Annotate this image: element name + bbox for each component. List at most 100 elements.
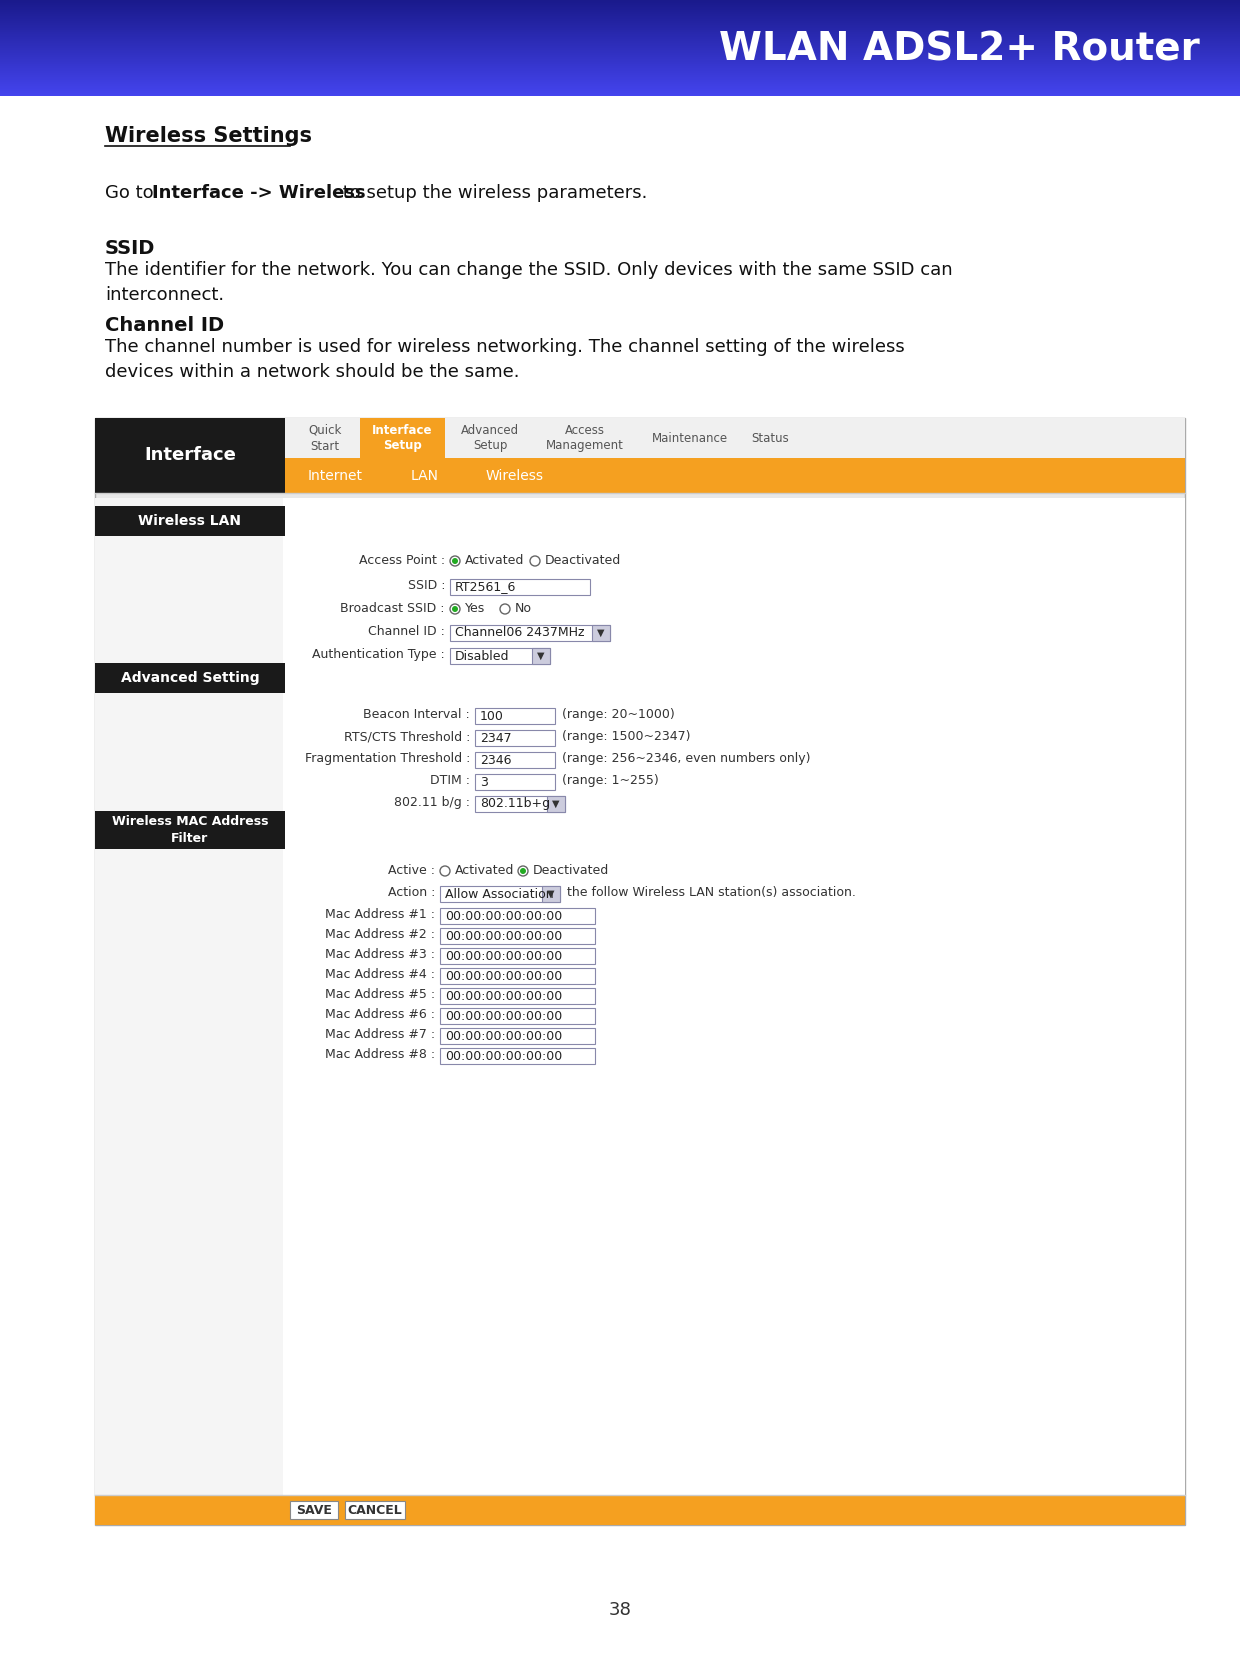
Text: DTIM :: DTIM : xyxy=(430,773,470,787)
Text: 2347: 2347 xyxy=(480,731,512,745)
Text: Deactivated: Deactivated xyxy=(533,863,609,877)
Text: 802.11b+g: 802.11b+g xyxy=(480,798,551,810)
Text: Broadcast SSID :: Broadcast SSID : xyxy=(341,601,445,615)
Text: Wireless: Wireless xyxy=(486,469,544,483)
Text: ▼: ▼ xyxy=(537,651,544,661)
Text: (range: 256~2346, even numbers only): (range: 256~2346, even numbers only) xyxy=(562,752,811,765)
Text: Action :: Action : xyxy=(388,887,435,898)
Bar xyxy=(95,498,1185,1525)
Text: ▼: ▼ xyxy=(598,628,605,638)
Bar xyxy=(95,812,285,848)
Bar xyxy=(440,989,595,1004)
Circle shape xyxy=(440,867,450,877)
Text: Channel ID :: Channel ID : xyxy=(368,625,445,638)
Text: Allow Association: Allow Association xyxy=(445,887,553,900)
Text: RT2561_6: RT2561_6 xyxy=(455,581,516,593)
Bar xyxy=(450,579,590,595)
Text: ▼: ▼ xyxy=(547,888,554,898)
Text: (range: 1500~2347): (range: 1500~2347) xyxy=(562,730,691,743)
Text: Yes: Yes xyxy=(465,601,485,615)
Text: 00:00:00:00:00:00: 00:00:00:00:00:00 xyxy=(445,1009,562,1022)
Circle shape xyxy=(529,556,539,566)
Text: Fragmentation Threshold :: Fragmentation Threshold : xyxy=(305,752,470,765)
Bar xyxy=(440,1049,595,1064)
Text: 802.11 b/g :: 802.11 b/g : xyxy=(394,797,470,808)
Text: RTS/CTS Threshold :: RTS/CTS Threshold : xyxy=(343,730,470,743)
Bar xyxy=(450,648,551,665)
Text: Go to: Go to xyxy=(105,184,160,202)
Text: Status: Status xyxy=(751,431,789,444)
Bar xyxy=(95,1495,1185,1525)
Text: 00:00:00:00:00:00: 00:00:00:00:00:00 xyxy=(445,970,562,982)
Text: The identifier for the network. You can change the SSID. Only devices with the s: The identifier for the network. You can … xyxy=(105,261,952,304)
Circle shape xyxy=(453,606,458,611)
Text: Authentication Type :: Authentication Type : xyxy=(312,648,445,661)
Text: CANCEL: CANCEL xyxy=(347,1503,402,1516)
Text: Mac Address #3 :: Mac Address #3 : xyxy=(325,949,435,960)
Bar xyxy=(440,949,595,964)
Text: SSID: SSID xyxy=(105,239,155,257)
Text: Mac Address #7 :: Mac Address #7 : xyxy=(325,1029,435,1040)
Text: Mac Address #1 :: Mac Address #1 : xyxy=(325,908,435,920)
Bar xyxy=(440,1009,595,1024)
Text: Interface: Interface xyxy=(144,446,236,464)
Text: Wireless LAN: Wireless LAN xyxy=(139,514,242,528)
Bar xyxy=(285,458,1185,493)
Text: 3: 3 xyxy=(480,775,487,788)
Bar xyxy=(547,797,565,812)
Text: Advanced
Setup: Advanced Setup xyxy=(461,424,520,453)
Text: SSID :: SSID : xyxy=(408,579,445,591)
Text: LAN: LAN xyxy=(410,469,439,483)
Bar xyxy=(360,418,445,458)
Text: Channel ID: Channel ID xyxy=(105,316,224,336)
Bar xyxy=(95,418,285,493)
Bar xyxy=(475,730,556,746)
Text: No: No xyxy=(515,601,532,615)
Text: 00:00:00:00:00:00: 00:00:00:00:00:00 xyxy=(445,910,562,922)
Text: 00:00:00:00:00:00: 00:00:00:00:00:00 xyxy=(445,1049,562,1062)
Bar xyxy=(290,1501,339,1520)
Circle shape xyxy=(520,868,526,873)
Text: 00:00:00:00:00:00: 00:00:00:00:00:00 xyxy=(445,990,562,1002)
Text: Wireless Settings: Wireless Settings xyxy=(105,125,312,145)
Circle shape xyxy=(453,558,458,564)
Text: Access Point :: Access Point : xyxy=(358,554,445,568)
Bar xyxy=(475,752,556,768)
Bar xyxy=(440,929,595,944)
Text: the follow Wireless LAN station(s) association.: the follow Wireless LAN station(s) assoc… xyxy=(567,887,856,898)
Circle shape xyxy=(450,556,460,566)
Text: Interface -> Wireless: Interface -> Wireless xyxy=(153,184,366,202)
Text: (range: 1~255): (range: 1~255) xyxy=(562,773,658,787)
Text: Disabled: Disabled xyxy=(455,650,510,663)
Bar xyxy=(283,498,1185,1525)
Bar xyxy=(95,506,285,536)
Text: Beacon Interval :: Beacon Interval : xyxy=(363,708,470,721)
Text: Activated: Activated xyxy=(465,554,525,568)
Bar xyxy=(475,708,556,725)
Bar xyxy=(285,418,1185,458)
Text: 2346: 2346 xyxy=(480,753,511,767)
Text: 100: 100 xyxy=(480,710,503,723)
Text: Active :: Active : xyxy=(388,863,435,877)
Bar xyxy=(591,625,610,641)
Circle shape xyxy=(450,605,460,615)
Text: Mac Address #2 :: Mac Address #2 : xyxy=(325,929,435,940)
Text: Mac Address #4 :: Mac Address #4 : xyxy=(325,969,435,980)
Text: SAVE: SAVE xyxy=(296,1503,332,1516)
Text: Activated: Activated xyxy=(455,863,515,877)
Text: Mac Address #6 :: Mac Address #6 : xyxy=(325,1009,435,1020)
Text: Channel06 2437MHz: Channel06 2437MHz xyxy=(455,626,584,640)
Circle shape xyxy=(500,605,510,615)
Text: The channel number is used for wireless networking. The channel setting of the w: The channel number is used for wireless … xyxy=(105,337,905,381)
Bar xyxy=(440,1029,595,1044)
Bar xyxy=(440,908,595,924)
Text: Mac Address #5 :: Mac Address #5 : xyxy=(325,989,435,1000)
Text: Advanced Setting: Advanced Setting xyxy=(120,671,259,685)
Bar xyxy=(440,887,560,902)
Text: Deactivated: Deactivated xyxy=(546,554,621,568)
Bar xyxy=(532,648,551,665)
Text: Mac Address #8 :: Mac Address #8 : xyxy=(325,1049,435,1060)
Text: Quick
Start: Quick Start xyxy=(309,424,342,453)
Text: 38: 38 xyxy=(609,1602,631,1618)
Text: 00:00:00:00:00:00: 00:00:00:00:00:00 xyxy=(445,1029,562,1042)
